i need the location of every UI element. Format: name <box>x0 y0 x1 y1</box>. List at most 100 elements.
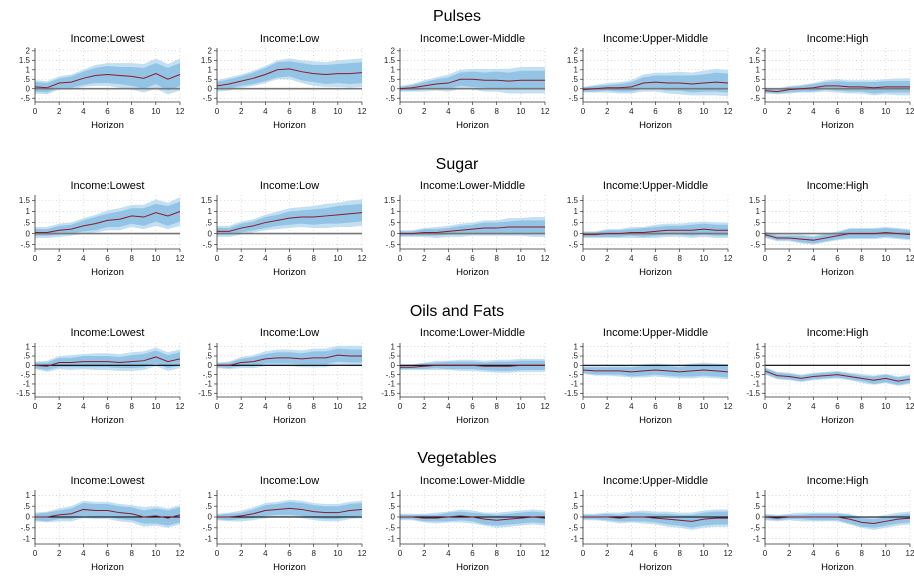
y-tick-label: -.5 <box>21 524 31 533</box>
ci-band-inner <box>35 63 180 93</box>
x-tick-label: 10 <box>151 107 160 116</box>
y-tick-label: 1.5 <box>567 56 579 65</box>
x-tick-label: 0 <box>763 107 768 116</box>
y-tick-label: 0 <box>391 513 396 522</box>
x-tick-label: 10 <box>333 107 342 116</box>
x-axis-title: Horizon <box>91 267 124 278</box>
y-tick-label: -1 <box>388 380 396 389</box>
y-tick-label: 1 <box>391 207 396 216</box>
x-tick-label: 12 <box>176 549 185 558</box>
y-tick-label: 1 <box>756 491 761 500</box>
y-tick-label: 0 <box>574 361 579 370</box>
x-tick-label: 10 <box>699 254 708 263</box>
x-tick-label: 4 <box>811 549 816 558</box>
y-tick-label: 0 <box>26 229 31 238</box>
y-tick-label: 1 <box>391 342 396 351</box>
x-tick-label: 4 <box>81 107 86 116</box>
ci-band-inner <box>217 203 362 235</box>
x-tick-label: 10 <box>516 402 525 411</box>
x-tick-label: 8 <box>677 254 682 263</box>
y-tick-label: .5 <box>23 75 30 84</box>
y-tick-label: -.5 <box>386 370 396 379</box>
x-tick-label: 4 <box>263 549 268 558</box>
y-tick-label: .5 <box>388 75 395 84</box>
x-tick-label: 2 <box>422 254 427 263</box>
x-tick-label: 12 <box>906 402 914 411</box>
x-axis-title: Horizon <box>821 562 854 573</box>
ci-band-inner <box>35 201 180 236</box>
x-tick-label: 12 <box>176 107 185 116</box>
x-tick-label: 6 <box>105 107 110 116</box>
x-tick-label: 10 <box>699 549 708 558</box>
x-tick-label: 0 <box>581 549 586 558</box>
y-tick-label: 0 <box>208 229 213 238</box>
y-tick-label: .5 <box>571 218 578 227</box>
x-tick-label: 6 <box>287 254 292 263</box>
x-tick-label: 10 <box>516 107 525 116</box>
x-tick-label: 12 <box>906 549 914 558</box>
panel-title: Income:High <box>807 180 869 192</box>
y-tick-label: 1.5 <box>201 56 213 65</box>
x-tick-label: 4 <box>629 254 634 263</box>
x-tick-label: 10 <box>516 254 525 263</box>
y-tick-label: 1 <box>574 65 579 74</box>
x-tick-label: 2 <box>605 107 610 116</box>
y-tick-label: 0 <box>756 84 761 93</box>
panel-title: Income:High <box>807 33 869 45</box>
y-tick-label: -.5 <box>21 94 31 103</box>
y-tick-label: 0 <box>574 84 579 93</box>
y-tick-label: 1 <box>391 65 396 74</box>
x-tick-label: 4 <box>263 254 268 263</box>
x-tick-label: 6 <box>653 402 658 411</box>
irf-line <box>216 68 363 87</box>
x-tick-label: 4 <box>811 107 816 116</box>
y-tick-label: -.5 <box>21 370 31 379</box>
x-axis-title: Horizon <box>821 120 854 131</box>
y-tick-label: -1 <box>205 534 213 543</box>
x-tick-label: 0 <box>398 254 403 263</box>
x-tick-label: 12 <box>906 254 914 263</box>
y-tick-label: .5 <box>205 75 212 84</box>
x-tick-label: 8 <box>494 254 499 263</box>
x-axis-title: Horizon <box>91 562 124 573</box>
y-tick-label: .5 <box>205 352 212 361</box>
irf-line <box>764 85 910 93</box>
x-tick-label: 2 <box>57 402 62 411</box>
y-tick-label: 1 <box>208 65 213 74</box>
x-tick-label: 6 <box>287 402 292 411</box>
x-tick-label: 12 <box>724 107 733 116</box>
x-tick-label: 12 <box>541 254 550 263</box>
y-tick-label: .5 <box>753 352 760 361</box>
y-tick-label: 1.5 <box>749 196 761 205</box>
y-tick-label: -1 <box>205 380 213 389</box>
irf-line <box>217 212 363 232</box>
y-tick-label: -.5 <box>569 524 579 533</box>
panel-title: Income:Lower-Middle <box>420 180 525 192</box>
x-tick-label: 6 <box>470 402 475 411</box>
x-tick-label: 2 <box>605 402 610 411</box>
irf-line <box>34 73 181 89</box>
panel-title: Income:Lowest <box>71 327 145 339</box>
x-tick-label: 8 <box>494 402 499 411</box>
x-tick-label: 12 <box>724 402 733 411</box>
y-tick-label: 1.5 <box>567 196 579 205</box>
y-tick-label: .5 <box>753 502 760 511</box>
x-tick-label: 12 <box>176 254 185 263</box>
y-tick-label: -1.5 <box>381 389 395 398</box>
y-tick-label: 1.5 <box>19 196 31 205</box>
x-tick-label: 2 <box>605 549 610 558</box>
x-axis-title: Horizon <box>639 415 672 426</box>
x-tick-label: 6 <box>835 254 840 263</box>
x-axis-title: Horizon <box>273 267 306 278</box>
x-tick-label: 0 <box>398 549 403 558</box>
x-axis-title: Horizon <box>91 415 124 426</box>
y-tick-label: 0 <box>391 84 396 93</box>
y-tick-label: -.5 <box>203 524 213 533</box>
x-tick-label: 12 <box>358 254 367 263</box>
x-tick-label: 10 <box>699 107 708 116</box>
x-tick-label: 8 <box>311 107 316 116</box>
